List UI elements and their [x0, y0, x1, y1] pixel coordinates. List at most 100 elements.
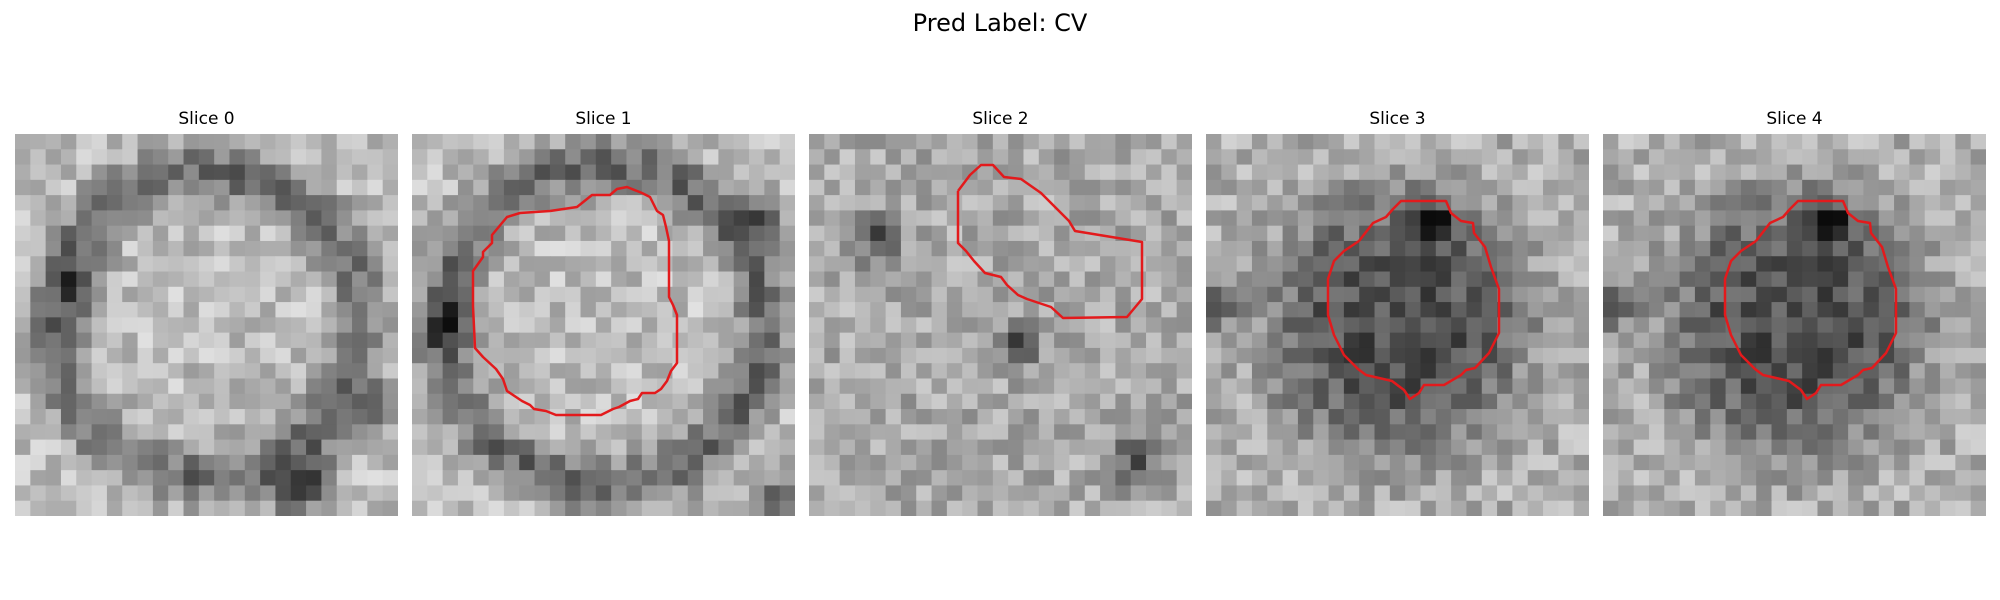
- image-pixel: [412, 210, 428, 227]
- image-pixel: [1878, 409, 1895, 425]
- image-pixel: [870, 179, 887, 196]
- image-pixel: [1146, 332, 1162, 349]
- image-pixel: [442, 378, 459, 395]
- image-pixel: [1878, 179, 1895, 196]
- image-pixel: [900, 363, 917, 380]
- image-pixel: [580, 149, 597, 166]
- image-pixel: [1084, 347, 1101, 364]
- image-pixel: [321, 317, 338, 334]
- image-pixel: [1054, 393, 1071, 410]
- image-pixel: [764, 347, 781, 364]
- image-pixel: [809, 286, 825, 303]
- image-pixel: [152, 149, 169, 166]
- image-pixel: [1206, 271, 1222, 288]
- image-pixel: [1297, 347, 1314, 364]
- image-pixel: [488, 347, 505, 364]
- image-pixel: [1100, 500, 1116, 516]
- image-pixel: [106, 164, 123, 181]
- image-pixel: [1176, 470, 1192, 487]
- image-pixel: [854, 378, 871, 395]
- image-pixel: [1451, 378, 1468, 395]
- image-pixel: [1267, 302, 1284, 318]
- image-pixel: [214, 347, 231, 364]
- image-pixel: [137, 439, 154, 456]
- image-pixel: [809, 409, 825, 425]
- image-pixel: [1512, 317, 1529, 334]
- image-pixel: [1038, 164, 1055, 181]
- image-pixel: [1221, 454, 1238, 471]
- image-pixel: [1497, 317, 1513, 334]
- image-pixel: [1848, 256, 1865, 273]
- image-pixel: [229, 286, 246, 303]
- image-pixel: [1909, 424, 1926, 441]
- image-pixel: [1100, 134, 1116, 150]
- image-pixel: [565, 164, 582, 181]
- image-pixel: [824, 378, 841, 395]
- image-pixel: [1648, 134, 1665, 150]
- image-pixel: [1558, 195, 1575, 211]
- image-pixel: [1771, 286, 1788, 303]
- image-pixel: [1832, 439, 1849, 456]
- image-pixel: [15, 286, 31, 303]
- image-pixel: [1633, 393, 1650, 410]
- image-pixel: [1343, 317, 1360, 334]
- image-pixel: [549, 179, 566, 196]
- image-pixel: [992, 179, 1009, 196]
- image-pixel: [1940, 240, 1956, 257]
- image-pixel: [1802, 500, 1819, 516]
- image-pixel: [1694, 195, 1711, 211]
- image-pixel: [779, 317, 795, 334]
- image-pixel: [198, 286, 215, 303]
- image-pixel: [1251, 164, 1268, 181]
- image-pixel: [1848, 332, 1865, 349]
- image-pixel: [336, 317, 353, 334]
- image-pixel: [1512, 225, 1529, 242]
- image-pixel: [336, 225, 353, 242]
- image-pixel: [1603, 332, 1619, 349]
- image-pixel: [290, 240, 307, 257]
- image-pixel: [1023, 485, 1040, 502]
- image-pixel: [749, 164, 765, 181]
- image-pixel: [641, 225, 658, 242]
- image-pixel: [1251, 317, 1268, 334]
- image-pixel: [473, 149, 490, 166]
- image-pixel: [1786, 302, 1803, 318]
- image-pixel: [1878, 317, 1895, 334]
- image-pixel: [1832, 271, 1849, 288]
- image-pixel: [1725, 363, 1742, 380]
- image-pixel: [1970, 332, 1986, 349]
- image-pixel: [336, 302, 353, 318]
- image-pixel: [1848, 149, 1865, 166]
- image-pixel: [992, 347, 1009, 364]
- image-pixel: [382, 134, 398, 150]
- image-pixel: [1267, 485, 1284, 502]
- image-pixel: [15, 134, 31, 150]
- image-pixel: [244, 286, 261, 303]
- image-pixel: [1313, 164, 1330, 181]
- image-pixel: [137, 179, 154, 196]
- image-pixel: [580, 393, 597, 410]
- image-pixel: [457, 424, 474, 441]
- image-pixel: [457, 286, 474, 303]
- image-pixel: [931, 363, 948, 380]
- image-pixel: [1955, 302, 1972, 318]
- image-pixel: [260, 149, 277, 166]
- image-pixel: [611, 240, 628, 257]
- image-pixel: [870, 409, 887, 425]
- image-pixel: [1282, 149, 1299, 166]
- image-pixel: [946, 317, 963, 334]
- image-pixel: [1848, 500, 1865, 516]
- image-pixel: [1940, 409, 1956, 425]
- image-pixel: [306, 439, 322, 456]
- image-pixel: [1176, 454, 1192, 471]
- image-pixel: [442, 409, 459, 425]
- image-pixel: [1420, 424, 1437, 441]
- image-pixel: [1633, 149, 1650, 166]
- image-pixel: [1343, 363, 1360, 380]
- image-pixel: [687, 424, 704, 441]
- image-pixel: [152, 454, 169, 471]
- image-pixel: [306, 271, 322, 288]
- image-pixel: [1100, 332, 1116, 349]
- image-pixel: [977, 347, 994, 364]
- image-pixel: [1740, 271, 1757, 288]
